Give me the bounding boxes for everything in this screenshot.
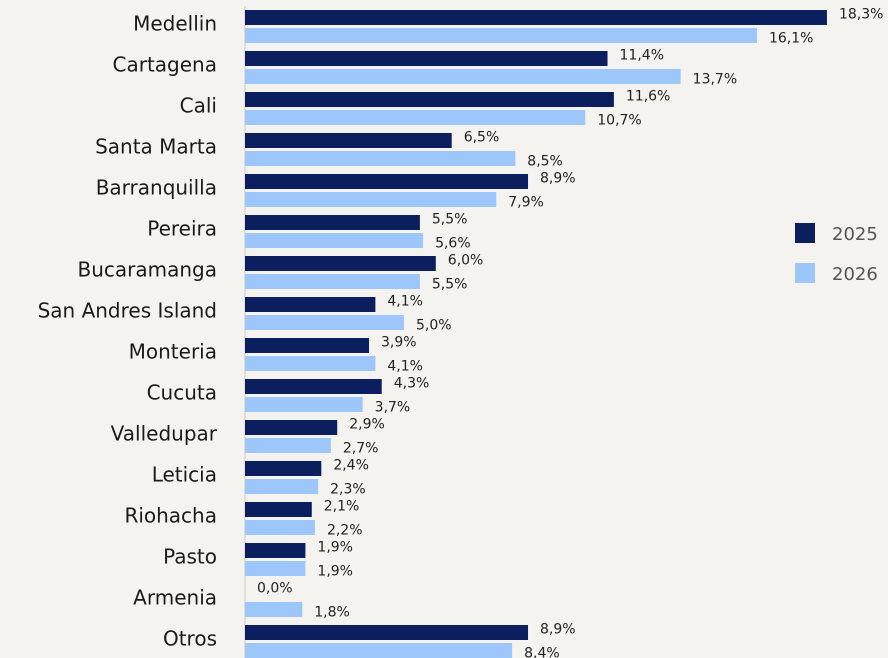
bar — [245, 69, 681, 84]
data-label: 1,9% — [317, 540, 353, 556]
bar — [245, 338, 370, 353]
data-label: 4,1% — [387, 294, 423, 310]
data-label: 2,3% — [330, 482, 366, 498]
bar — [245, 92, 614, 107]
category-label: Otros — [163, 627, 217, 651]
bar — [245, 174, 529, 189]
bar — [245, 151, 516, 166]
category-label: Riohacha — [124, 504, 217, 528]
data-label: 2,2% — [327, 523, 363, 539]
legend-label: 2025 — [832, 224, 878, 245]
data-label: 13,7% — [693, 72, 737, 88]
bar — [245, 297, 376, 312]
category-label: Pereira — [147, 217, 217, 241]
data-label: 5,5% — [432, 277, 468, 293]
data-label: 1,8% — [314, 605, 350, 621]
bar — [245, 543, 306, 558]
legend-label: 2026 — [832, 264, 878, 285]
data-label: 2,7% — [343, 441, 379, 457]
data-label: 7,9% — [508, 195, 544, 211]
bar — [245, 520, 315, 535]
data-label: 6,0% — [448, 253, 484, 269]
category-label: Monteria — [129, 340, 217, 364]
bar — [245, 479, 319, 494]
bar — [245, 461, 322, 476]
bar — [245, 28, 757, 43]
bar — [245, 233, 424, 248]
bar — [245, 625, 529, 640]
bar — [245, 502, 312, 517]
data-label: 8,4% — [524, 646, 560, 658]
data-label: 4,3% — [394, 376, 430, 392]
data-label: 4,1% — [387, 359, 423, 375]
data-label: 8,5% — [527, 154, 563, 170]
data-label: 10,7% — [597, 113, 641, 129]
data-label: 18,3% — [839, 7, 883, 23]
category-label: Medellin — [133, 12, 217, 36]
data-label: 5,0% — [416, 318, 452, 334]
category-label: Pasto — [163, 545, 217, 569]
data-label: 1,9% — [317, 564, 353, 580]
bar — [245, 10, 827, 25]
bar — [245, 561, 306, 576]
data-label: 3,7% — [375, 400, 411, 416]
data-label: 11,6% — [626, 89, 670, 105]
data-label: 16,1% — [769, 31, 813, 47]
bar — [245, 192, 497, 207]
category-label: Cali — [180, 94, 217, 118]
data-label: 5,6% — [435, 236, 471, 252]
bar — [245, 379, 382, 394]
bar — [245, 51, 608, 66]
data-label: 6,5% — [464, 130, 500, 146]
bar — [245, 133, 452, 148]
data-label: 2,1% — [324, 499, 360, 515]
legend-swatch — [795, 223, 815, 243]
bar — [245, 356, 376, 371]
bar — [245, 110, 586, 125]
category-label: Cucuta — [147, 381, 217, 405]
category-label: Santa Marta — [95, 135, 217, 159]
bar — [245, 643, 513, 658]
bar — [245, 438, 331, 453]
category-label: Cartagena — [113, 53, 217, 77]
bar — [245, 215, 420, 230]
data-label: 2,4% — [333, 458, 369, 474]
bar — [245, 256, 436, 271]
bar — [245, 274, 420, 289]
data-label: 11,4% — [620, 48, 664, 64]
data-label: 0,0% — [257, 581, 293, 597]
data-label: 8,9% — [540, 622, 576, 638]
category-label: Barranquilla — [96, 176, 217, 200]
category-label: San Andres Island — [38, 299, 217, 323]
data-label: 3,9% — [381, 335, 417, 351]
category-label: Armenia — [133, 586, 217, 610]
category-label: Leticia — [152, 463, 217, 487]
category-label: Bucaramanga — [78, 258, 218, 282]
data-label: 8,9% — [540, 171, 576, 187]
bar — [245, 602, 303, 617]
data-label: 5,5% — [432, 212, 468, 228]
category-label: Valledupar — [111, 422, 218, 446]
bar — [245, 420, 338, 435]
bar — [245, 315, 404, 330]
bar — [245, 397, 363, 412]
legend-swatch — [795, 263, 815, 283]
data-label: 2,9% — [349, 417, 385, 433]
